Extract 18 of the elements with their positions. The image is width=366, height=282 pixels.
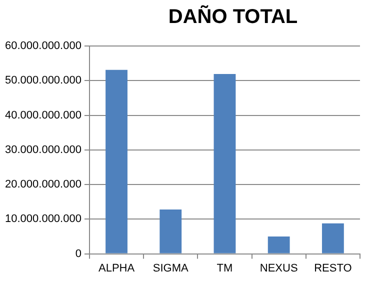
y-tick-label: 40.000.000.000 [4,109,82,122]
bar [214,74,236,254]
x-tick-label: TM [216,262,233,274]
y-tick-label: 60.000.000.000 [4,40,82,52]
y-tick-label: 50.000.000.000 [4,74,82,87]
bar [106,70,128,254]
x-tick-label: NEXUS [260,262,298,274]
y-tick-label: 10.000.000.000 [4,213,82,226]
x-tick-label: ALPHA [98,262,136,274]
y-tick-label: 20.000.000.000 [4,178,82,191]
bar [268,236,290,254]
y-tick-label: 0 [75,248,82,260]
y-tick-label: 30.000.000.000 [4,144,82,156]
bar [160,209,182,254]
x-tick-label: SIGMA [152,262,190,274]
chart-title: DAÑO TOTAL [167,6,299,29]
bar [322,223,344,254]
x-tick-label: RESTO [314,262,352,274]
